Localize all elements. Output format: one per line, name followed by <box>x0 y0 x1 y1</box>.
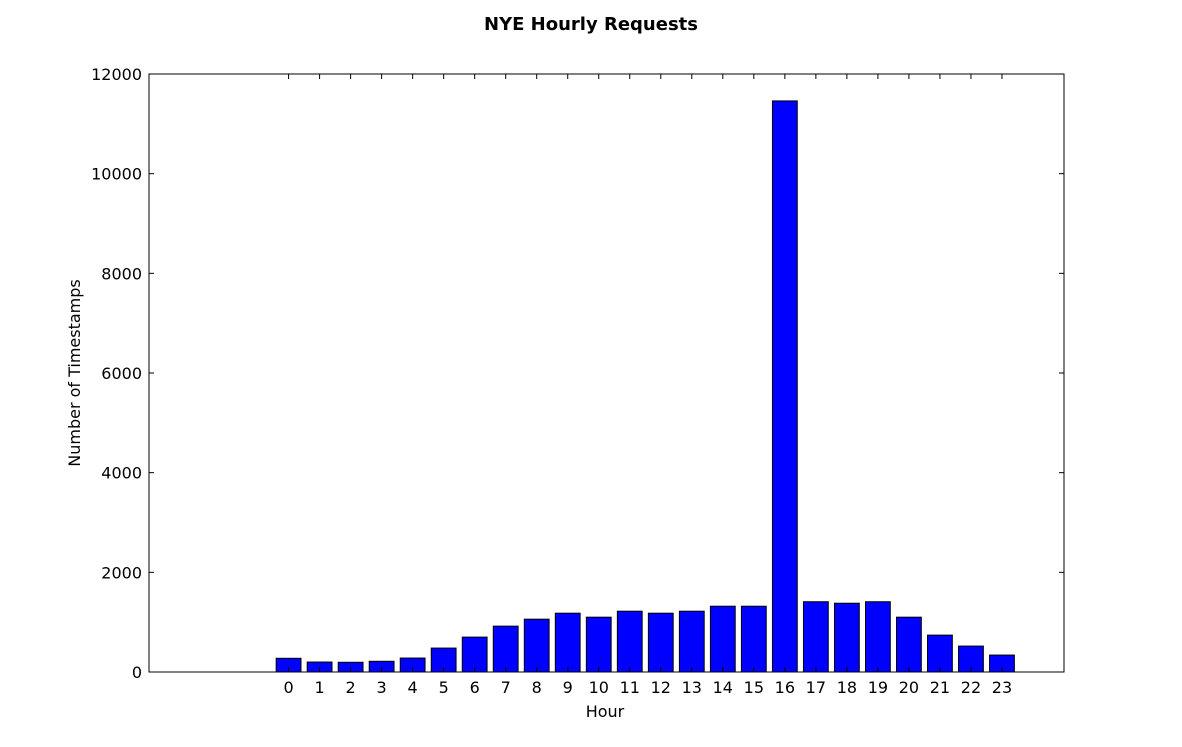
x-tick-label: 8 <box>532 678 542 697</box>
bar-hour-7 <box>492 625 519 673</box>
x-tick-label: 14 <box>713 678 733 697</box>
x-tick-label: 18 <box>837 678 857 697</box>
bar-hour-8 <box>523 618 550 673</box>
y-tick-label: 0 <box>132 663 142 682</box>
x-tick-label: 9 <box>563 678 573 697</box>
bar-hour-16 <box>771 100 798 673</box>
x-tick-label: 0 <box>283 678 293 697</box>
x-tick-label: 11 <box>620 678 640 697</box>
bar-hour-17 <box>802 601 829 673</box>
x-tick-label: 19 <box>868 678 888 697</box>
y-tick-label: 12000 <box>91 65 142 84</box>
x-tick-label: 6 <box>470 678 480 697</box>
y-axis: 0 2000 4000 6000 8000 10000 12000 <box>91 65 1064 682</box>
y-tick-label: 4000 <box>101 464 142 483</box>
x-tick-label: 15 <box>744 678 764 697</box>
bar-hour-6 <box>461 636 488 673</box>
y-tick-label: 8000 <box>101 264 142 283</box>
bar-hour-20 <box>896 616 922 673</box>
x-tick-label: 17 <box>806 678 826 697</box>
x-tick-label: 10 <box>589 678 609 697</box>
bar-hour-15 <box>740 605 767 673</box>
bar-hour-14 <box>709 605 736 673</box>
bar-hour-9 <box>554 612 581 673</box>
x-tick-label: 22 <box>961 678 981 697</box>
chart-title: NYE Hourly Requests <box>484 14 698 35</box>
x-tick-label: 20 <box>899 678 919 697</box>
x-tick-label: 21 <box>930 678 950 697</box>
bar-hour-21 <box>927 634 953 673</box>
x-axis-label: Hour <box>586 702 625 721</box>
y-axis-label: Number of Timestamps <box>65 279 84 467</box>
x-tick-label: 1 <box>314 678 324 697</box>
y-tick-label: 2000 <box>101 563 142 582</box>
x-tick-label: 16 <box>775 678 795 697</box>
bar-hour-12 <box>647 612 674 673</box>
y-tick-label: 6000 <box>101 364 142 383</box>
x-tick-label: 2 <box>346 678 356 697</box>
y-tick-label: 10000 <box>91 165 142 184</box>
bar-hour-13 <box>678 610 705 673</box>
bar-hour-11 <box>616 610 643 673</box>
x-tick-label: 7 <box>501 678 511 697</box>
bar-hour-18 <box>833 602 860 673</box>
x-tick-label: 4 <box>408 678 418 697</box>
x-tick-label: 23 <box>992 678 1012 697</box>
x-tick-label: 13 <box>682 678 702 697</box>
plot-frame <box>148 73 1065 673</box>
x-tick-label: 3 <box>377 678 387 697</box>
bar-hour-19 <box>864 601 891 673</box>
bars-group <box>275 100 1015 673</box>
x-tick-label: 12 <box>651 678 671 697</box>
bar-hour-10 <box>585 616 612 673</box>
x-axis: 0 1 2 3 4 5 6 7 8 9 10 11 12 13 14 15 16 17 18 19 20 21 22 23 <box>283 74 1012 697</box>
x-tick-label: 5 <box>439 678 449 697</box>
